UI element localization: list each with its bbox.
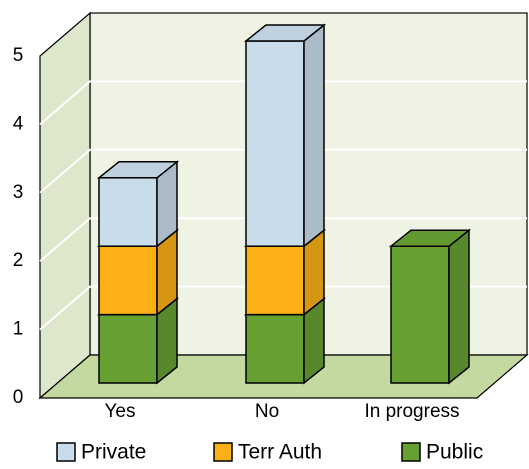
bar-segment: [98, 177, 158, 247]
legend-swatch: [56, 442, 76, 462]
grid-line: [39, 217, 527, 262]
legend-label: Terr Auth: [238, 441, 322, 464]
bar-segment: [390, 245, 450, 384]
y-tick-label: 5: [13, 45, 24, 66]
x-tick-label: In progress: [364, 401, 459, 422]
x-tick-label: Yes: [105, 401, 136, 422]
bar-side: [448, 228, 470, 385]
bar-segment: [245, 313, 305, 384]
bar-top: [96, 161, 180, 179]
bar-top: [388, 229, 472, 247]
legend-swatch: [213, 442, 233, 462]
grid-line: [39, 285, 527, 331]
x-tick-label: No: [255, 401, 279, 422]
legend-swatch: [401, 442, 421, 462]
bar-segment: [245, 245, 305, 316]
y-tick-label: 1: [13, 319, 24, 340]
legend-label: Public: [426, 441, 483, 464]
grid-line: [39, 148, 527, 194]
side-wall: [39, 11, 91, 400]
y-tick-label: 2: [13, 250, 24, 271]
y-tick-label: 3: [13, 182, 24, 203]
y-tick-label: 4: [13, 113, 24, 134]
bar-segment: [98, 313, 158, 384]
bar-side: [303, 23, 325, 248]
bar-segment: [98, 245, 158, 316]
bar-top: [243, 24, 327, 42]
bar-segment: [245, 40, 305, 247]
y-tick-label: 0: [13, 387, 24, 408]
legend-label: Private: [81, 441, 146, 464]
grid-line: [39, 80, 527, 126]
